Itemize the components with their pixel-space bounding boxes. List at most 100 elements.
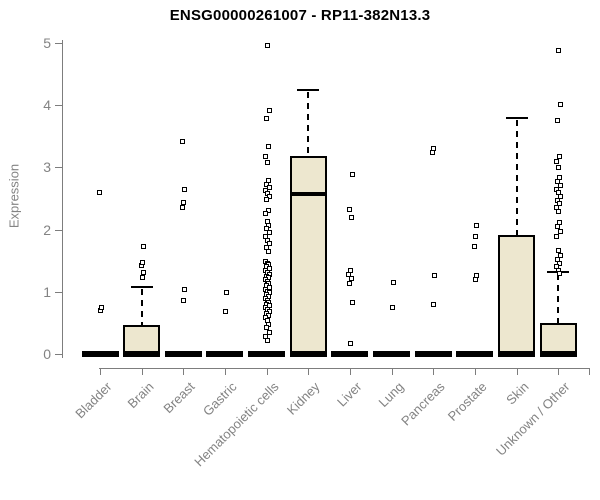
y-tick (55, 167, 62, 169)
whisker (307, 91, 310, 157)
outlier-point (266, 230, 272, 236)
outlier-point (139, 259, 145, 265)
whisker-cap (297, 88, 320, 91)
y-tick-label: 0 (43, 346, 51, 362)
outlier-point (557, 261, 563, 267)
outlier-point (558, 229, 564, 235)
outlier-point (349, 172, 355, 178)
y-tick (55, 229, 62, 231)
box (498, 234, 536, 357)
outlier-point (473, 273, 479, 278)
outlier-point (263, 115, 269, 121)
outlier-point (473, 223, 479, 229)
outlier-point (223, 289, 229, 295)
outlier-point (558, 182, 564, 188)
y-axis-line (62, 40, 63, 358)
whisker (515, 119, 518, 235)
outlier-point (180, 204, 186, 210)
zero-bar (539, 351, 577, 357)
x-tick (349, 368, 351, 375)
x-tick-label: Pancreas (398, 379, 448, 429)
outlier-point (181, 297, 187, 303)
x-axis-end-tick (589, 368, 590, 375)
outlier-point (556, 48, 562, 54)
x-tick-label: Liver (334, 379, 365, 410)
zero-bar (373, 351, 411, 357)
y-tick (55, 105, 62, 107)
x-tick (100, 368, 101, 375)
x-tick-label: Prostate (444, 379, 490, 424)
outlier-point (389, 304, 395, 310)
outlier-point (346, 207, 352, 213)
outlier-point (263, 325, 269, 331)
outlier-point (262, 153, 268, 159)
outlier-point (140, 244, 146, 250)
outlier-point (349, 299, 355, 305)
outlier-point (431, 146, 437, 152)
outlier-point (471, 243, 477, 249)
outlier-point (556, 248, 562, 254)
outlier-point (472, 233, 478, 239)
box (289, 156, 327, 357)
x-axis-line (99, 368, 590, 369)
x-tick (558, 368, 560, 375)
outlier-point (557, 219, 563, 225)
x-tick (516, 368, 518, 375)
outlier-point (182, 287, 188, 293)
outlier-point (265, 144, 271, 150)
outlier-point (557, 201, 563, 207)
x-tick-label: Unknown / Other (493, 379, 573, 459)
outlier-point (263, 181, 269, 187)
outlier-point (265, 208, 271, 214)
outlier-point (555, 224, 561, 230)
zero-bar (206, 351, 244, 357)
zero-bar (123, 351, 161, 357)
median-line (289, 192, 327, 197)
outlier-point (180, 138, 186, 144)
outlier-point (264, 160, 270, 166)
outlier-point (556, 164, 562, 170)
outlier-point (264, 338, 270, 344)
outlier-point (266, 108, 272, 114)
whisker-cap (505, 116, 528, 119)
y-tick-label: 2 (43, 221, 51, 238)
x-tick (183, 368, 185, 375)
y-tick-label: 1 (43, 283, 51, 300)
y-tick-label: 5 (43, 35, 51, 51)
outlier-point (555, 118, 561, 124)
outlier-point (266, 194, 272, 199)
outlier-point (182, 187, 188, 193)
zero-bar (81, 351, 119, 357)
zero-bar (414, 351, 452, 357)
x-tick (266, 368, 268, 375)
outlier-point (181, 199, 187, 205)
outlier-point (264, 42, 270, 48)
x-tick-label: Lung (375, 379, 407, 411)
outlier-point (431, 301, 437, 307)
outlier-point (347, 268, 353, 274)
x-tick (433, 368, 435, 375)
outlier-point (347, 341, 353, 347)
whisker (557, 273, 560, 324)
outlier-point (557, 153, 563, 159)
zero-bar (331, 351, 369, 357)
outlier-point (557, 271, 563, 277)
zero-bar (456, 351, 494, 357)
outlier-point (555, 179, 561, 185)
outlier-point (348, 214, 354, 220)
outlier-point (263, 197, 269, 203)
x-tick-label: Skin (502, 379, 532, 408)
outlier-point (99, 304, 104, 310)
zero-bar (248, 351, 286, 357)
outlier-point (266, 329, 272, 335)
x-tick-label: Brain (124, 379, 157, 412)
x-tick (474, 368, 476, 375)
whisker-cap (130, 285, 153, 288)
zero-bar (164, 351, 202, 357)
outlier-point (266, 184, 272, 190)
chart-title: ENSG00000261007 - RP11-382N13.3 (169, 7, 431, 24)
x-tick (308, 368, 310, 375)
y-tick-label: 3 (43, 159, 51, 176)
y-tick-label: 4 (43, 97, 51, 114)
